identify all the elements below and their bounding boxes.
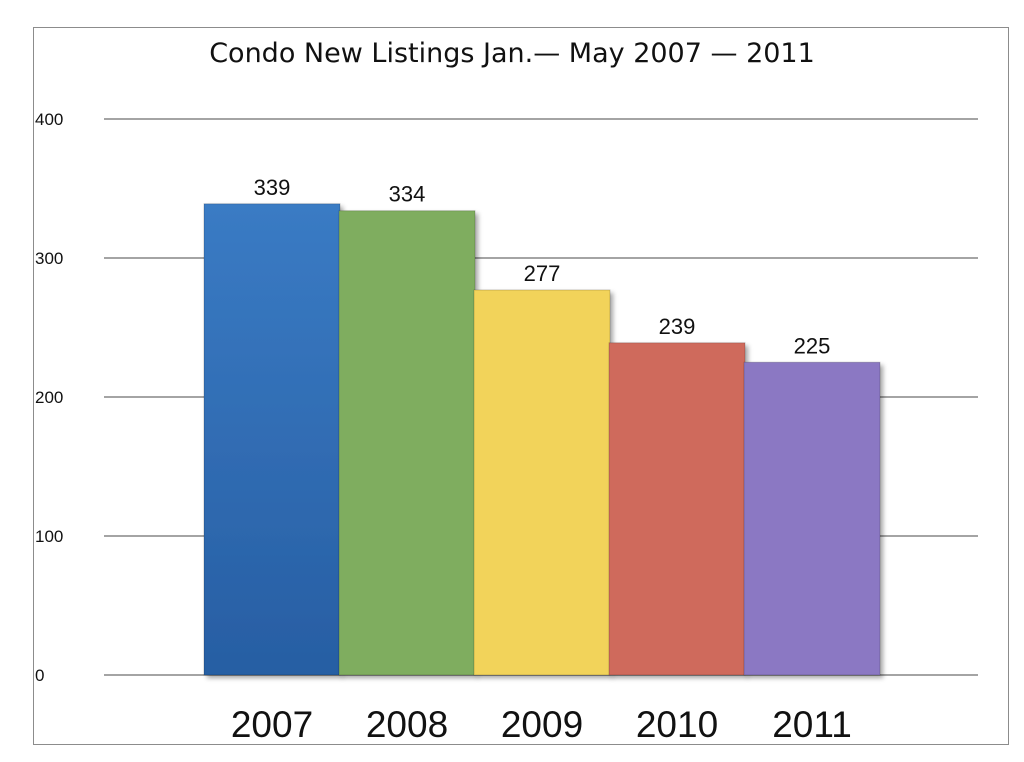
data-label-2009: 277 bbox=[524, 261, 561, 286]
bar-2009 bbox=[473, 289, 611, 676]
data-labels: 339 334 277 239 225 bbox=[254, 175, 831, 358]
y-tick-label: 300 bbox=[35, 249, 63, 268]
y-axis-ticks: 0 100 200 300 400 bbox=[35, 110, 63, 685]
chart-title: Condo New Listings Jan.— May 2007 — 2011 bbox=[209, 38, 815, 69]
y-tick-label: 100 bbox=[35, 527, 63, 546]
x-tick-label-2011: 2011 bbox=[772, 704, 852, 745]
bars bbox=[203, 203, 881, 676]
x-axis-ticks: 2007 2008 2009 2010 2011 bbox=[231, 704, 852, 745]
y-tick-label: 400 bbox=[35, 110, 63, 129]
x-tick-label-2007: 2007 bbox=[231, 704, 313, 745]
data-label-2010: 239 bbox=[659, 314, 696, 339]
data-label-2007: 339 bbox=[254, 175, 291, 200]
data-label-2011: 225 bbox=[794, 333, 831, 358]
x-tick-label-2008: 2008 bbox=[366, 704, 448, 745]
x-tick-label-2009: 2009 bbox=[501, 704, 583, 745]
y-tick-label: 0 bbox=[35, 666, 44, 685]
data-label-2008: 334 bbox=[389, 182, 426, 207]
bar-2010 bbox=[608, 342, 746, 676]
bar-2008 bbox=[338, 210, 476, 676]
x-tick-label-2010: 2010 bbox=[636, 704, 718, 745]
bar-2007 bbox=[203, 203, 341, 676]
y-tick-label: 200 bbox=[35, 388, 63, 407]
bar-2011 bbox=[743, 361, 881, 676]
